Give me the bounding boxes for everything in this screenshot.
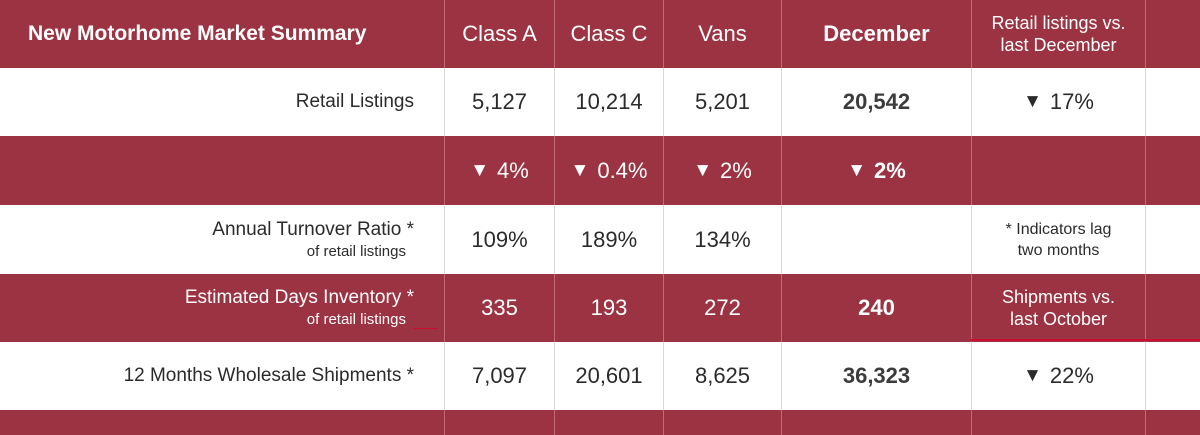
- header-spacer: [1146, 0, 1200, 68]
- turnover-class-c-value: 189%: [555, 205, 664, 274]
- days-class-c-value: 193: [555, 274, 664, 342]
- down-triangle-icon: ▼: [1023, 91, 1042, 112]
- header-line-2: last December: [1000, 35, 1117, 55]
- shipments-change-text: 22%: [1049, 363, 1094, 388]
- change-december-text: 2%: [874, 157, 906, 183]
- shipments-change-value: ▼ 22%: [972, 342, 1146, 410]
- column-header-december: December: [782, 0, 972, 68]
- change-class-c-value: ▼ 0.4%: [555, 136, 664, 205]
- row-spacer: [1146, 68, 1200, 136]
- accent-rule: [414, 328, 438, 329]
- row-label-wholesale-shipments: 12 Months Wholesale Shipments *: [0, 342, 445, 410]
- column-header-retail-vs-last-december: Retail listings vs. last December: [972, 0, 1146, 68]
- column-header-class-a: Class A: [445, 0, 555, 68]
- bottom-band: [782, 410, 972, 435]
- change-class-c-text: 0.4%: [597, 157, 648, 183]
- change-class-a-text: 4%: [497, 157, 529, 183]
- column-header-vans: Vans: [664, 0, 782, 68]
- turnover-vans-value: 134%: [664, 205, 782, 274]
- retail-vans-value: 5,201: [664, 68, 782, 136]
- row-label-main: Annual Turnover Ratio *: [212, 218, 414, 240]
- retail-class-a-value: 5,127: [445, 68, 555, 136]
- shipments-class-c-value: 20,601: [555, 342, 664, 410]
- row-label-retail-listings: Retail Listings: [0, 68, 445, 136]
- retail-change-text: 17%: [1049, 89, 1094, 114]
- note-line-1: * Indicators lag: [1005, 220, 1112, 238]
- bottom-band: [555, 410, 664, 435]
- column-header-class-c: Class C: [555, 0, 664, 68]
- note-line-2: two months: [1017, 241, 1100, 259]
- row-label-estimated-days: Estimated Days Inventory * of retail lis…: [0, 274, 445, 342]
- down-triangle-icon: ▼: [847, 159, 866, 181]
- change-december-value: ▼ 2%: [782, 136, 972, 205]
- bottom-band: [664, 410, 782, 435]
- indicators-lag-note: * Indicators lag two months: [972, 205, 1146, 274]
- turnover-december-empty: [782, 205, 972, 274]
- note-line-2: last October: [1009, 309, 1108, 329]
- down-triangle-icon: ▼: [693, 159, 712, 181]
- shipments-class-a-value: 7,097: [445, 342, 555, 410]
- row-spacer: [1146, 274, 1200, 342]
- down-triangle-icon: ▼: [1023, 365, 1042, 386]
- retail-class-c-value: 10,214: [555, 68, 664, 136]
- bottom-band: [1146, 410, 1200, 435]
- down-triangle-icon: ▼: [570, 159, 590, 181]
- note-line-1: Shipments vs.: [1001, 287, 1116, 307]
- row-label-sub: of retail listings: [306, 242, 406, 260]
- shipments-vs-header: Shipments vs. last October: [972, 274, 1146, 342]
- row-label-sub: of retail listings: [306, 311, 406, 328]
- bottom-band: [0, 410, 445, 435]
- accent-divider: [970, 339, 1200, 341]
- change-class-a-value: ▼ 4%: [445, 136, 555, 205]
- retail-change-value: ▼ 17%: [972, 68, 1146, 136]
- row-label-annual-turnover: Annual Turnover Ratio * of retail listin…: [0, 205, 445, 274]
- bottom-band: [972, 410, 1146, 435]
- change-row-label-empty: [0, 136, 445, 205]
- shipments-december-value: 36,323: [782, 342, 972, 410]
- retail-december-value: 20,542: [782, 68, 972, 136]
- change-row-empty: [972, 136, 1146, 205]
- table-title: New Motorhome Market Summary: [0, 0, 445, 68]
- bottom-band: [445, 410, 555, 435]
- days-december-value: 240: [782, 274, 972, 342]
- change-vans-value: ▼ 2%: [664, 136, 782, 205]
- row-spacer: [1146, 342, 1200, 410]
- row-spacer: [1146, 136, 1200, 205]
- down-triangle-icon: ▼: [470, 159, 489, 181]
- change-vans-text: 2%: [720, 157, 752, 183]
- row-label-main: Estimated Days Inventory *: [184, 287, 414, 308]
- turnover-class-a-value: 109%: [445, 205, 555, 274]
- header-line-1: Retail listings vs.: [991, 13, 1126, 33]
- shipments-vans-value: 8,625: [664, 342, 782, 410]
- days-vans-value: 272: [664, 274, 782, 342]
- days-class-a-value: 335: [445, 274, 555, 342]
- row-spacer: [1146, 205, 1200, 274]
